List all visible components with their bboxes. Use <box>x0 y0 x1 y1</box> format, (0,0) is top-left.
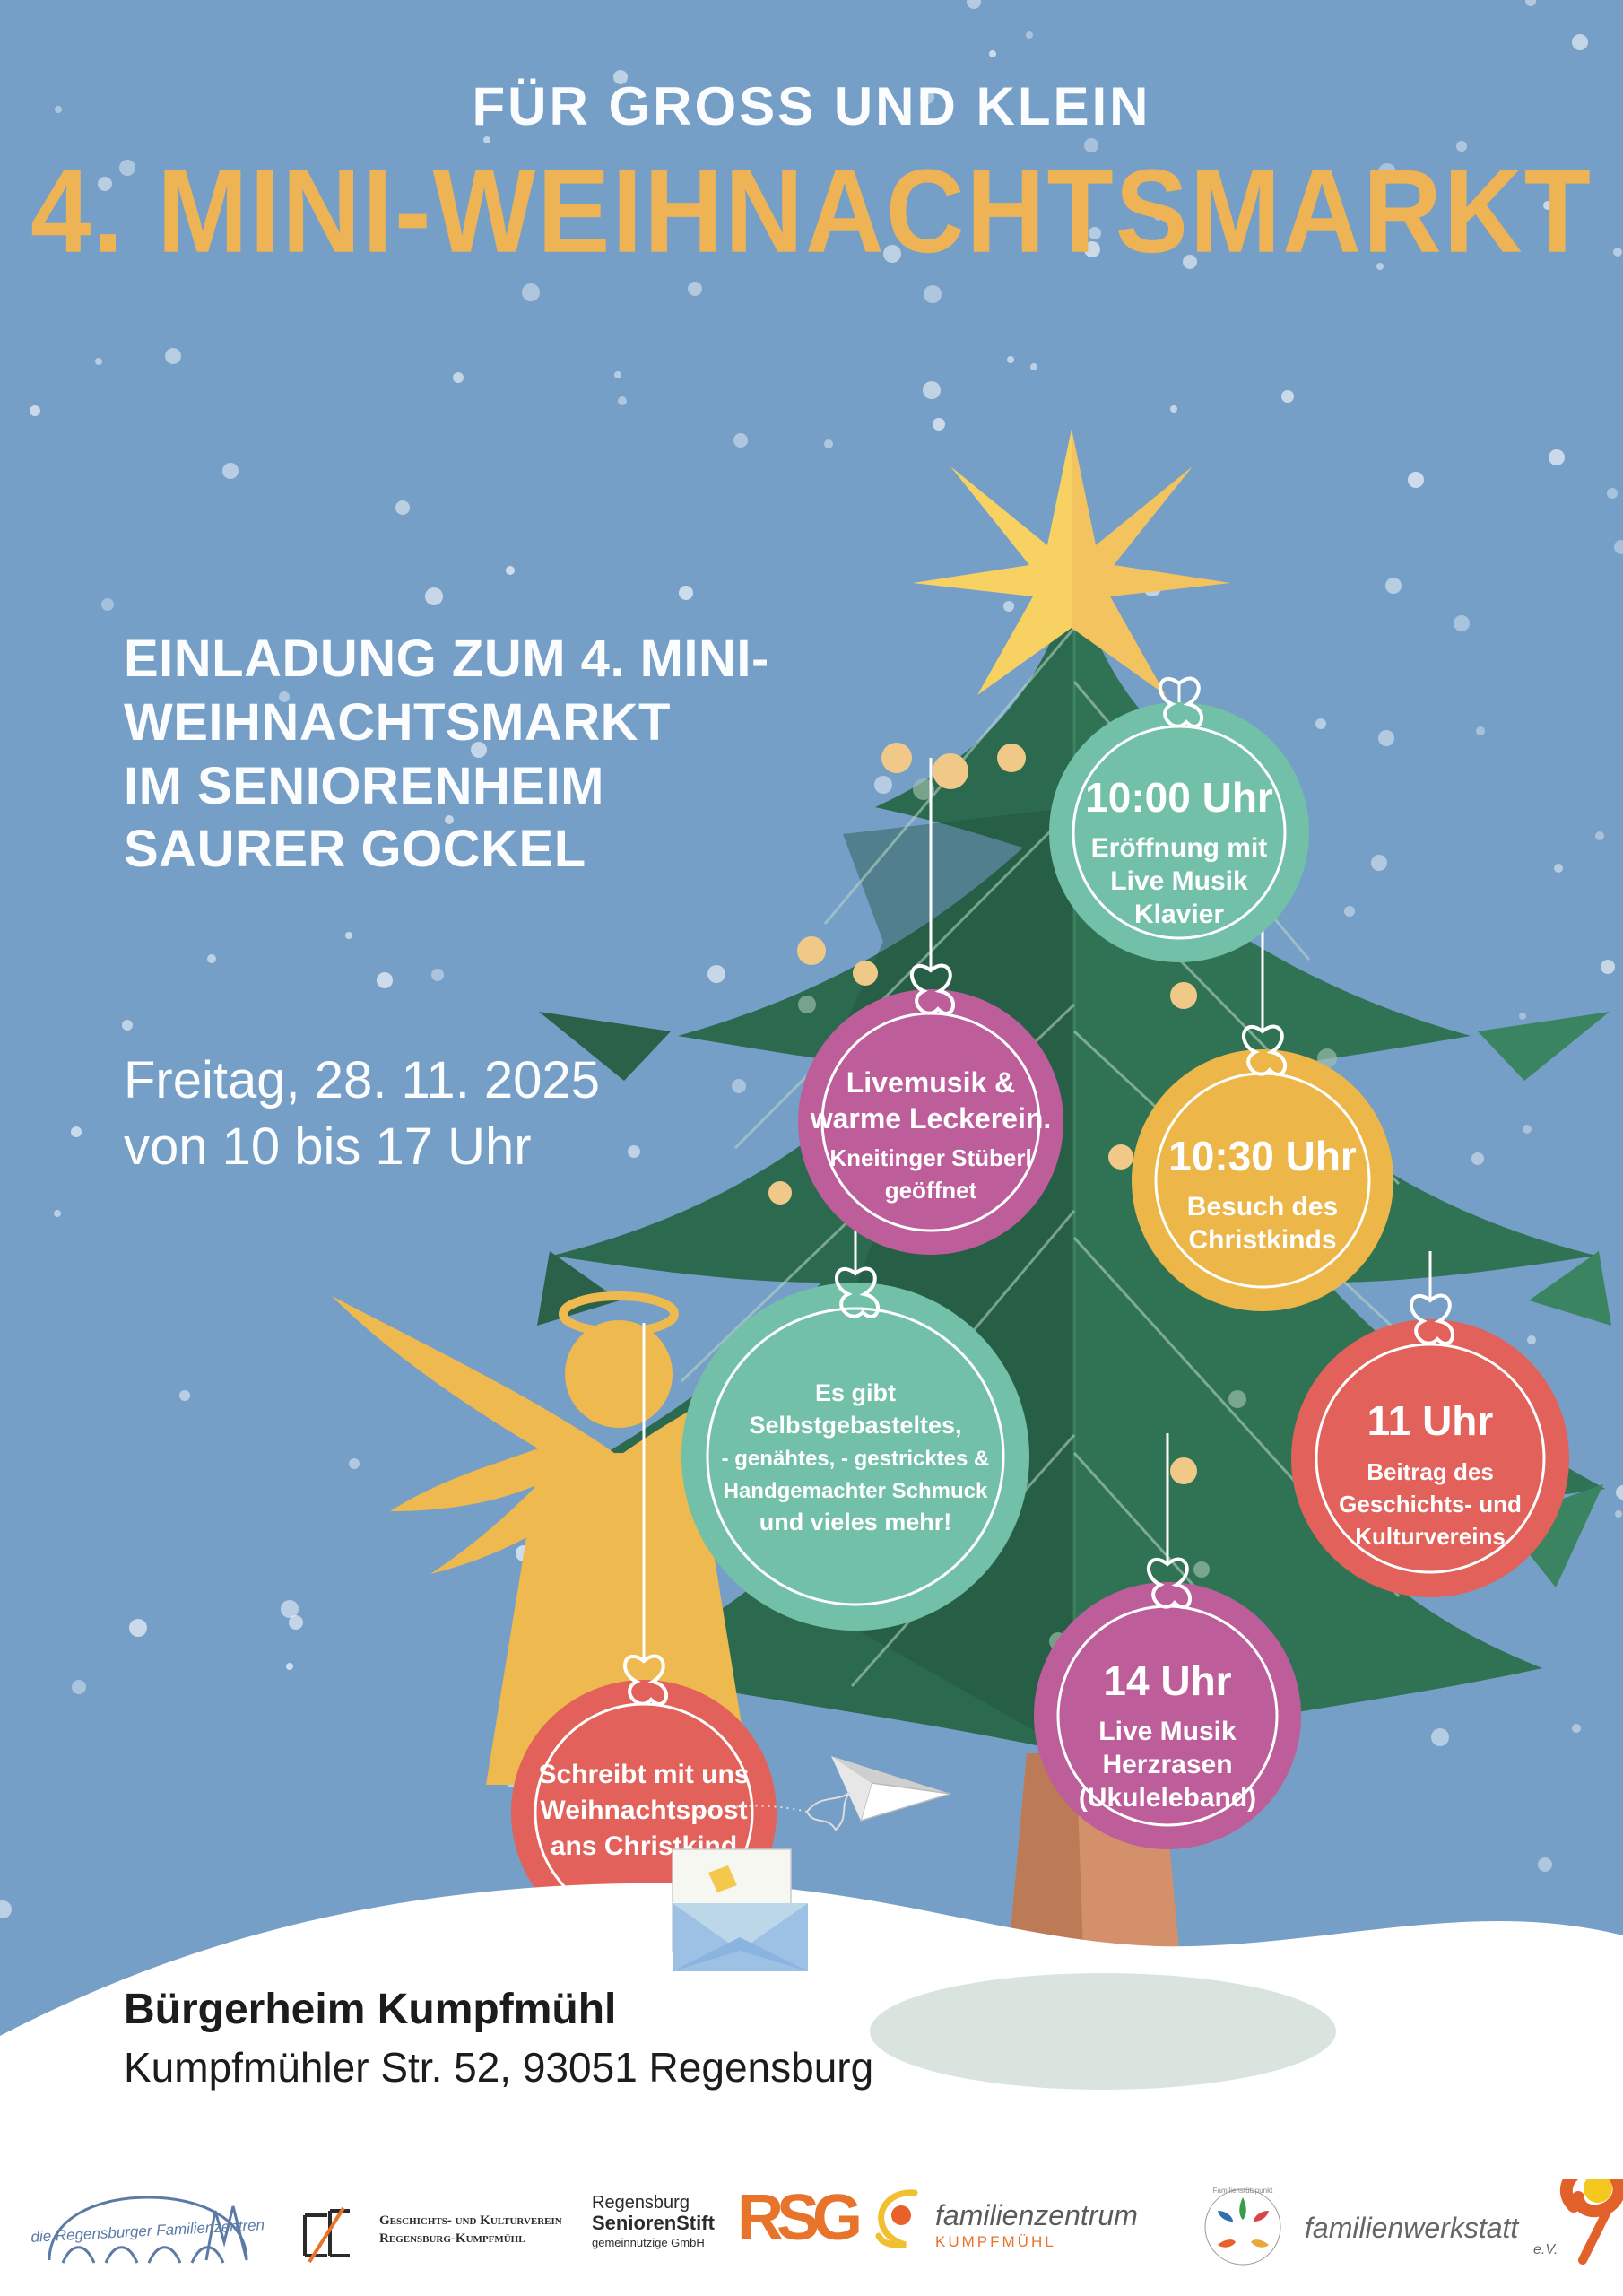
svg-text:Christkinds: Christkinds <box>1188 1225 1336 1255</box>
svg-text:geöffnet: geöffnet <box>885 1177 977 1204</box>
svg-text:und vieles mehr!: und vieles mehr! <box>759 1509 952 1535</box>
svg-text:familienwerkstatt: familienwerkstatt <box>1305 2212 1519 2244</box>
svg-text:Eröffnung mit: Eröffnung mit <box>1091 833 1268 863</box>
svg-text:Kneitinger Stüberl: Kneitinger Stüberl <box>829 1144 1031 1171</box>
svg-text:RSG: RSG <box>737 2182 859 2254</box>
svg-text:Live Musik: Live Musik <box>1110 866 1248 896</box>
svg-text:14 Uhr: 14 Uhr <box>1103 1657 1231 1704</box>
svg-text:Klavier: Klavier <box>1134 900 1224 929</box>
svg-text:Weihnachtspost: Weihnachtspost <box>540 1796 747 1825</box>
svg-text:Regensburg: Regensburg <box>592 2193 690 2213</box>
svg-text:Geschichts- und Kulturverein: Geschichts- und Kulturverein <box>379 2213 562 2228</box>
svg-text:familienzentrum: familienzentrum <box>935 2199 1138 2231</box>
svg-text:gemeinnützige GmbH: gemeinnützige GmbH <box>592 2236 705 2249</box>
svg-text:Beitrag des: Beitrag des <box>1367 1458 1494 1485</box>
svg-text:Live Musik: Live Musik <box>1098 1717 1237 1746</box>
svg-text:11 Uhr: 11 Uhr <box>1367 1397 1494 1444</box>
svg-text:Kulturvereins: Kulturvereins <box>1355 1523 1506 1550</box>
svg-text:Besuch des: Besuch des <box>1187 1192 1338 1222</box>
svg-text:Schreibt mit uns: Schreibt mit uns <box>538 1760 749 1789</box>
svg-text:Selbstgebasteltes,: Selbstgebasteltes, <box>749 1412 961 1439</box>
svg-text:die Regensburger Familienzentr: die Regensburger Familienzentren <box>30 2216 265 2246</box>
svg-text:Regensburg-Kumpfmühl: Regensburg-Kumpfmühl <box>379 2231 525 2246</box>
svg-text:Handgemachter Schmuck: Handgemachter Schmuck <box>724 1479 988 1503</box>
svg-text:Es gibt: Es gibt <box>815 1379 896 1406</box>
svg-text:Familienstützpunkt: Familienstützpunkt <box>1213 2187 1273 2195</box>
svg-text:10:30 Uhr: 10:30 Uhr <box>1168 1133 1357 1179</box>
svg-text:(Ukuleleband): (Ukuleleband) <box>1079 1783 1256 1813</box>
svg-text:warme Leckerein.: warme Leckerein. <box>810 1102 1052 1135</box>
svg-text:10:00 Uhr: 10:00 Uhr <box>1085 774 1273 821</box>
svg-text:Herzrasen: Herzrasen <box>1102 1750 1232 1779</box>
svg-text:KUMPFMÜHL: KUMPFMÜHL <box>935 2233 1056 2250</box>
svg-text:e.V.: e.V. <box>1533 2242 1558 2257</box>
svg-text:Livemusik &: Livemusik & <box>846 1066 1016 1099</box>
svg-text:- genähtes, - gestricktes &: - genähtes, - gestricktes & <box>722 1447 990 1471</box>
svg-text:SeniorenStift: SeniorenStift <box>592 2212 716 2234</box>
svg-text:Geschichts- und: Geschichts- und <box>1339 1491 1522 1518</box>
